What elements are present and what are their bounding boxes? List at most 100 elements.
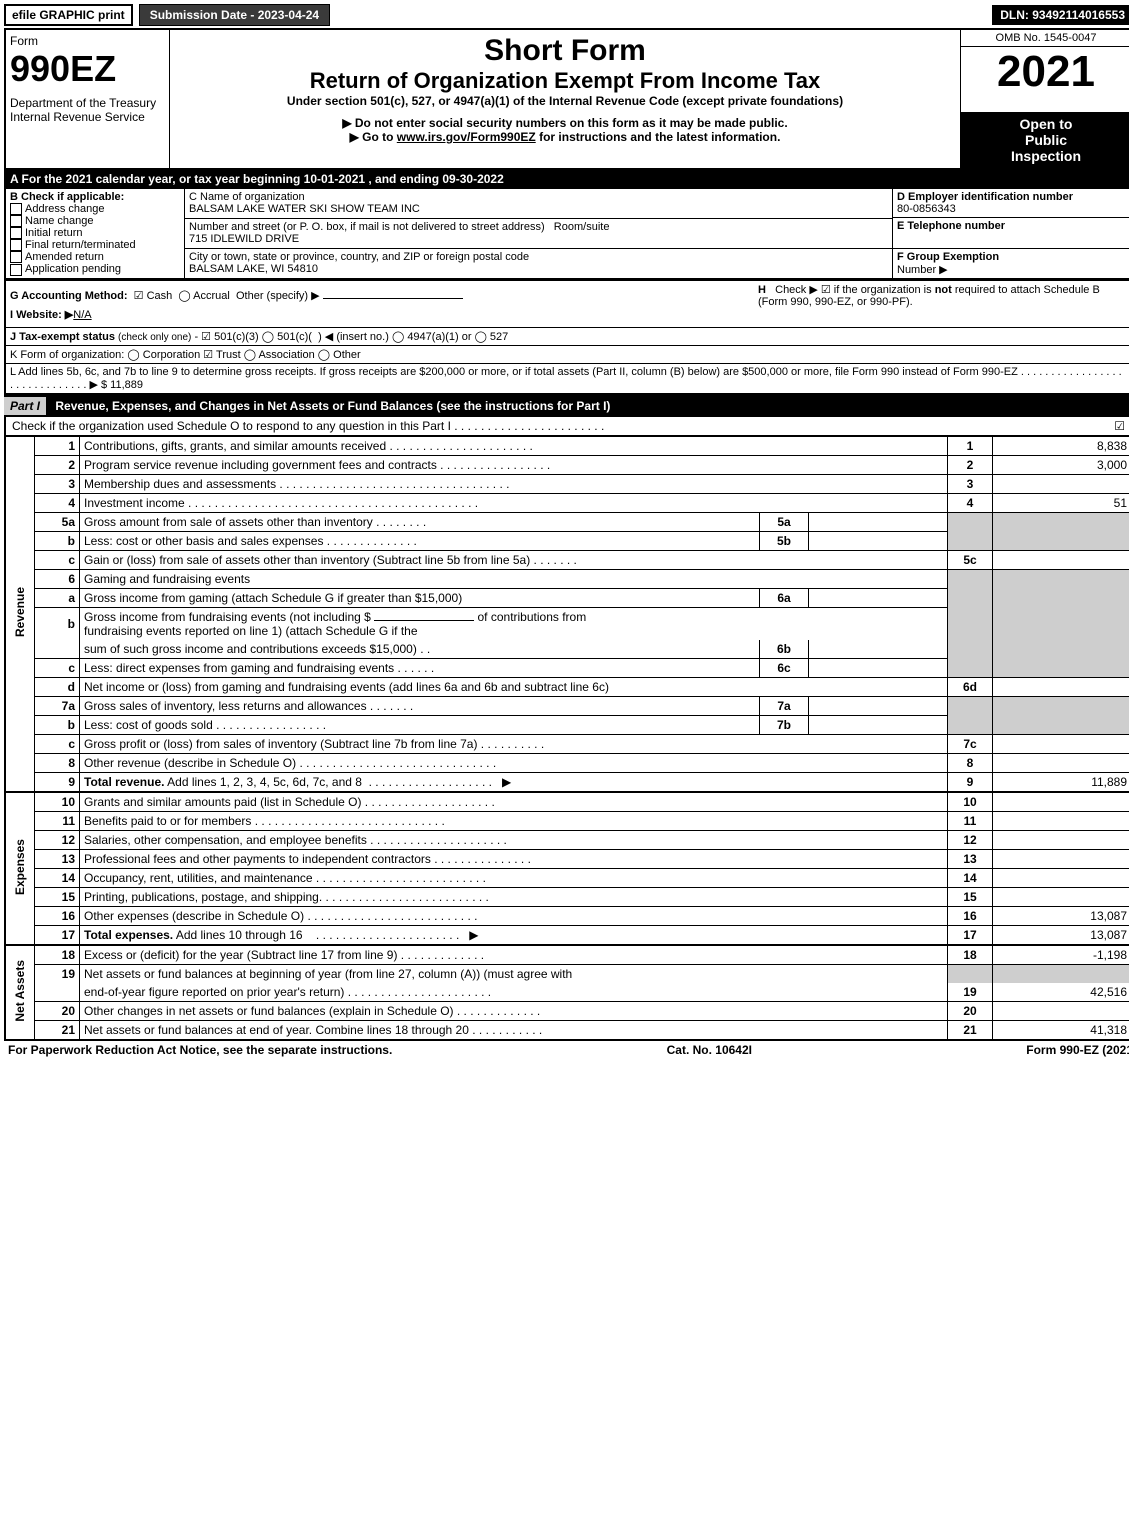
gray-19b [993, 965, 1129, 984]
submission-date-badge: Submission Date - 2023-04-24 [139, 4, 330, 26]
row-4-box: 4 [948, 494, 993, 513]
row-6c-inbox: 6c [760, 659, 809, 677]
part-1-label: Part I [4, 397, 46, 415]
row-9-amount: 11,889 [993, 773, 1129, 793]
f-group-label: F Group Exemption [897, 251, 1127, 263]
omb-number: OMB No. 1545-0047 [961, 30, 1129, 47]
row-15-num: 15 [35, 888, 80, 907]
row-11-amount [993, 812, 1129, 831]
row-6-text: Gaming and fundraising events [80, 570, 948, 589]
row-18-text: Excess or (deficit) for the year (Subtra… [80, 945, 948, 965]
row-5b-inamt[interactable] [809, 532, 948, 550]
row-12-text: Salaries, other compensation, and employ… [80, 831, 948, 850]
row-19-text1: Net assets or fund balances at beginning… [80, 965, 948, 984]
row-18-amount: -1,198 [993, 945, 1129, 965]
row-6b-text1: Gross income from fundraising events (no… [80, 608, 948, 641]
row-9-text: Total revenue. Add lines 1, 2, 3, 4, 5c,… [80, 773, 948, 793]
org-info-block: B Check if applicable: Address change Na… [4, 188, 1129, 280]
b-amended-return[interactable]: Amended return [10, 251, 180, 263]
row-5c-num: c [35, 551, 80, 570]
row-2-box: 2 [948, 456, 993, 475]
open-to-1: Open to [965, 116, 1127, 132]
row-7a-num: 7a [35, 697, 80, 716]
row-5a-inamt[interactable] [809, 513, 948, 531]
part-1-title: Revenue, Expenses, and Changes in Net As… [55, 399, 610, 413]
org-name: BALSAM LAKE WATER SKI SHOW TEAM INC [189, 203, 888, 215]
b-initial-return[interactable]: Initial return [10, 227, 180, 239]
row-16-box: 16 [948, 907, 993, 926]
row-21-text: Net assets or fund balances at end of ye… [80, 1021, 948, 1041]
row-19-num2 [35, 983, 80, 1002]
row-6b-inbox: 6b [760, 640, 809, 658]
b-address-change[interactable]: Address change [10, 203, 180, 215]
row-19-text2: end-of-year figure reported on prior yea… [80, 983, 948, 1002]
row-3-num: 3 [35, 475, 80, 494]
row-5b-inbox: 5b [760, 532, 809, 550]
h-schedule-b[interactable]: H Check ▶ ☑ if the organization is not r… [758, 283, 1127, 308]
title-return: Return of Organization Exempt From Incom… [174, 68, 956, 94]
row-16-amount: 13,087 [993, 907, 1129, 926]
gray-5 [948, 513, 993, 551]
e-phone-label: E Telephone number [897, 220, 1127, 232]
part-1-check-row: Check if the organization used Schedule … [4, 417, 1129, 435]
row-12-amount [993, 831, 1129, 850]
row-6a-text: Gross income from gaming (attach Schedul… [80, 589, 760, 607]
b-final-return[interactable]: Final return/terminated [10, 239, 180, 251]
open-to-3: Inspection [965, 148, 1127, 164]
k-form-org[interactable]: K Form of organization: ◯ Corporation ☑ … [5, 346, 1129, 364]
row-7b-num: b [35, 716, 80, 735]
row-5c-box: 5c [948, 551, 993, 570]
row-1-amount: 8,838 [993, 436, 1129, 456]
instructions-link[interactable]: ▶ Go to www.irs.gov/Form990EZ for instru… [174, 130, 956, 144]
row-17-num: 17 [35, 926, 80, 946]
b-application-pending[interactable]: Application pending [10, 263, 180, 275]
efile-link[interactable]: efile GRAPHIC print [4, 4, 133, 26]
row-12-box: 12 [948, 831, 993, 850]
row-11-num: 11 [35, 812, 80, 831]
row-8-box: 8 [948, 754, 993, 773]
row-7b-text: Less: cost of goods sold . . . . . . . .… [80, 716, 760, 734]
gray-7b [993, 697, 1129, 735]
row-7b-inamt[interactable] [809, 716, 948, 734]
row-11-box: 11 [948, 812, 993, 831]
tax-year: 2021 [961, 47, 1129, 97]
g-other[interactable]: Other (specify) ▶ [236, 290, 320, 302]
j-tax-exempt[interactable]: J Tax-exempt status (check only one) - ☑… [5, 328, 1129, 346]
row-6d-text: Net income or (loss) from gaming and fun… [80, 678, 948, 697]
g-cash[interactable]: ☑ Cash [134, 290, 173, 302]
row-7c-num: c [35, 735, 80, 754]
b-name-change[interactable]: Name change [10, 215, 180, 227]
row-5c-text: Gain or (loss) from sale of assets other… [80, 551, 948, 570]
c-label: C Name of organization [189, 191, 888, 203]
ghi-block: G Accounting Method: ☑ Cash ◯ Accrual Ot… [4, 280, 1129, 395]
g-label: G Accounting Method: [10, 290, 128, 302]
row-8-text: Other revenue (describe in Schedule O) .… [80, 754, 948, 773]
row-7c-text: Gross profit or (loss) from sales of inv… [80, 735, 948, 754]
part-1-check-box[interactable]: ☑ [1114, 419, 1125, 433]
row-21-amount: 41,318 [993, 1021, 1129, 1041]
d-ein-value: 80-0856343 [897, 203, 1127, 215]
row-10-text: Grants and similar amounts paid (list in… [80, 792, 948, 812]
part-1-table: Revenue 1 Contributions, gifts, grants, … [4, 435, 1129, 1041]
line-a-tax-year: A For the 2021 calendar year, or tax yea… [4, 170, 1129, 188]
city-value: BALSAM LAKE, WI 54810 [189, 263, 888, 275]
row-6b-inamt[interactable] [809, 640, 948, 658]
row-5b-text: Less: cost or other basis and sales expe… [80, 532, 760, 550]
row-8-num: 8 [35, 754, 80, 773]
row-12-num: 12 [35, 831, 80, 850]
row-6-num: 6 [35, 570, 80, 589]
row-5c-amount [993, 551, 1129, 570]
row-21-num: 21 [35, 1021, 80, 1041]
row-7c-amount [993, 735, 1129, 754]
row-6c-inamt[interactable] [809, 659, 948, 677]
row-10-amount [993, 792, 1129, 812]
row-2-text: Program service revenue including govern… [80, 456, 948, 475]
row-20-box: 20 [948, 1002, 993, 1021]
g-accrual[interactable]: ◯ Accrual [178, 290, 229, 302]
row-5a-text: Gross amount from sale of assets other t… [80, 513, 760, 531]
row-2-num: 2 [35, 456, 80, 475]
row-6a-inamt[interactable] [809, 589, 948, 607]
footer-row: For Paperwork Reduction Act Notice, see … [4, 1041, 1129, 1059]
f-group-value: Number ▶ [897, 263, 1127, 276]
row-7a-inamt[interactable] [809, 697, 948, 715]
